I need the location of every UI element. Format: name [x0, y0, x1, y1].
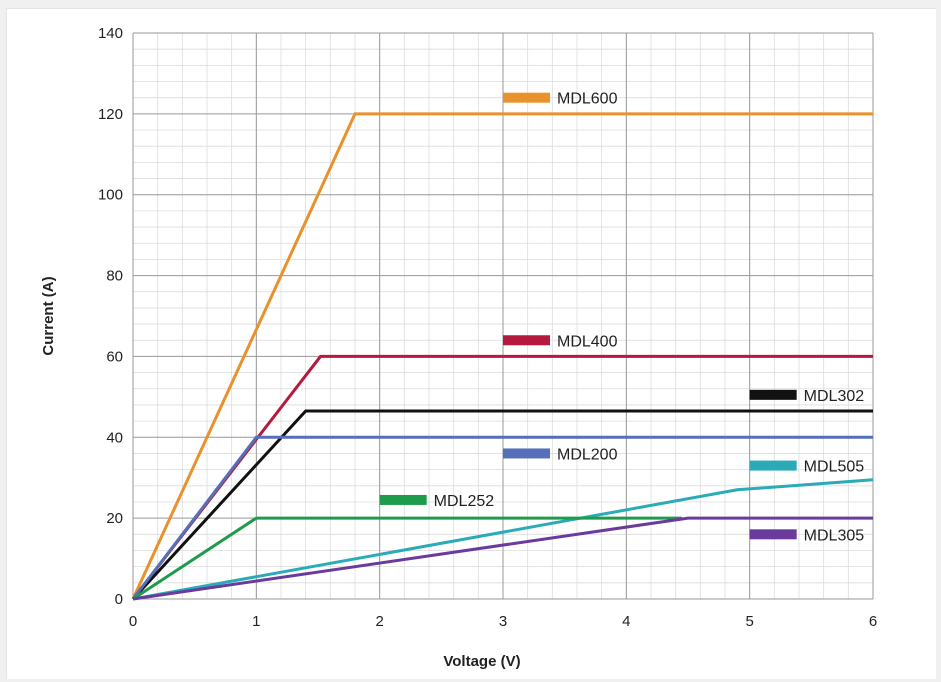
series-line-mdl305 — [132, 516, 873, 601]
y-tick-label: 0 — [115, 591, 123, 608]
legend-label-mdl600: MDL600 — [557, 91, 618, 108]
series-lines — [131, 112, 874, 601]
series-line-mdl252 — [132, 516, 682, 601]
legend-swatch-mdl302 — [749, 389, 797, 400]
series-line-mdl302 — [131, 409, 873, 601]
series-line-mdl505 — [132, 478, 874, 601]
series-line-mdl200 — [131, 435, 873, 600]
legend-label-mdl252: MDL252 — [434, 493, 495, 510]
legend-swatch-mdl305 — [749, 529, 797, 540]
y-tick-label: 20 — [106, 510, 123, 527]
x-tick-label: 5 — [745, 613, 753, 630]
x-tick-label: 3 — [499, 613, 507, 630]
y-tick-label: 120 — [98, 106, 123, 123]
x-tick-labels: 0 1 2 3 4 5 6 — [129, 613, 877, 630]
legend-label-mdl200: MDL200 — [557, 446, 618, 463]
series-line-mdl600 — [131, 112, 873, 600]
legend-label-mdl400: MDL400 — [557, 333, 618, 350]
x-tick-label: 6 — [869, 613, 877, 630]
x-axis-label: Voltage (V) — [443, 653, 520, 670]
x-tick-label: 0 — [129, 613, 137, 630]
y-tick-label: 100 — [98, 187, 123, 204]
legend-swatch-mdl252 — [379, 494, 427, 505]
y-tick-label: 40 — [106, 429, 123, 446]
legend-swatch-mdl200 — [503, 448, 550, 459]
y-tick-label: 80 — [106, 268, 123, 285]
legend: MDL600 MDL400 MDL302 MDL200 MDL505 MDL252 MDL3… — [379, 91, 865, 544]
legend-swatch-mdl600 — [503, 92, 550, 103]
y-axis-label: Current (A) — [40, 276, 57, 355]
major-grid — [132, 32, 874, 600]
chart-frame: MDL600 MDL400 MDL302 MDL200 MDL505 MDL252 MDL3… — [6, 8, 936, 679]
y-tick-label: 60 — [106, 348, 123, 365]
legend-swatch-mdl505 — [749, 460, 797, 471]
legend-label-mdl302: MDL302 — [804, 388, 865, 405]
x-tick-label: 4 — [622, 613, 630, 630]
y-tick-labels: 0 20 40 60 80 100 120 140 — [98, 25, 123, 608]
legend-label-mdl505: MDL505 — [804, 459, 865, 476]
current-voltage-chart: MDL600 MDL400 MDL302 MDL200 MDL505 MDL252 MDL3… — [40, 25, 877, 670]
y-tick-label: 140 — [98, 25, 123, 42]
x-tick-label: 2 — [375, 613, 383, 630]
legend-label-mdl305: MDL305 — [804, 527, 865, 544]
legend-swatch-mdl400 — [503, 335, 550, 346]
x-tick-label: 1 — [252, 613, 260, 630]
